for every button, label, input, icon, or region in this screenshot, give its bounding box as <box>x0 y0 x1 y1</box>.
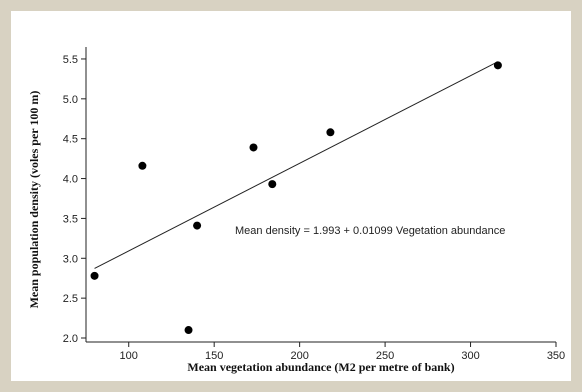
y-tick-label: 4.5 <box>63 134 78 146</box>
y-tick-label: 2.0 <box>63 333 78 345</box>
x-tick-label: 200 <box>290 350 308 362</box>
y-tick-label: 2.5 <box>63 293 78 305</box>
y-axis-title: Mean population density (voles per 100 m… <box>27 91 41 309</box>
data-point <box>326 128 335 137</box>
y-tick-label: 5.5 <box>63 54 78 66</box>
y-tick-label: 4.0 <box>63 174 78 186</box>
x-tick-label: 150 <box>205 350 223 362</box>
data-point <box>268 180 277 189</box>
x-axis-title: Mean vegetation abundance (M2 per metre … <box>187 360 454 374</box>
data-point <box>249 143 258 152</box>
data-point <box>184 326 193 335</box>
scatter-chart: 100 150 200 250 300 350 2.0 2.5 3.0 3.5 4.0 4.5 5.0… <box>27 47 565 374</box>
x-tick-label: 350 <box>547 350 565 362</box>
y-tick-label: 5.0 <box>63 94 78 106</box>
y-tick-label: 3.5 <box>63 213 78 225</box>
regression-line-group <box>94 61 499 269</box>
x-axis-ticks: 100 150 200 250 300 350 <box>120 342 565 362</box>
regression-line <box>94 61 499 269</box>
axes <box>85 47 556 343</box>
data-points <box>90 61 502 335</box>
x-tick-label: 300 <box>461 350 479 362</box>
data-point <box>90 271 99 280</box>
x-tick-label: 100 <box>120 350 138 362</box>
chart-panel: 100 150 200 250 300 350 2.0 2.5 3.0 3.5 4.0 4.5 5.0… <box>11 11 571 381</box>
data-point <box>493 61 502 70</box>
x-tick-label: 250 <box>376 350 394 362</box>
data-point <box>138 161 147 170</box>
y-tick-label: 3.0 <box>63 253 78 265</box>
data-point <box>193 221 202 230</box>
regression-equation: Mean density = 1.993 + 0.01099 Vegetatio… <box>235 225 505 237</box>
y-axis-ticks: 2.0 2.5 3.0 3.5 4.0 4.5 5.0 5.5 <box>63 54 86 345</box>
